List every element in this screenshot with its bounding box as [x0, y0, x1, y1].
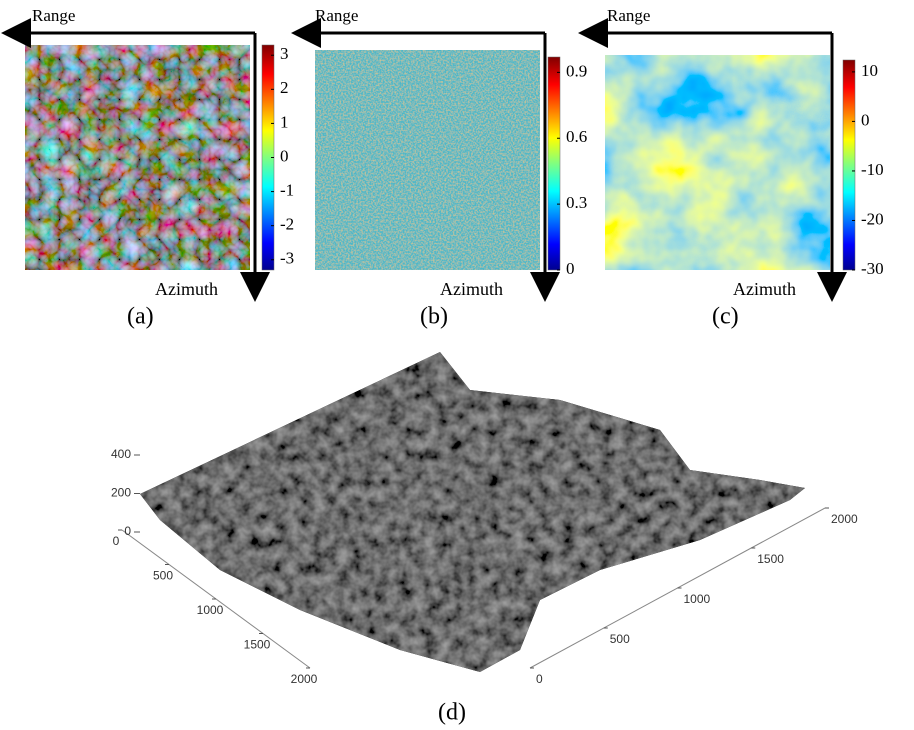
colorbar-tick-label: 3 [280, 44, 289, 63]
axis-tick-label: 500 [153, 569, 173, 583]
panel-caption: (c) [712, 304, 739, 330]
axis-tick-label: 1500 [757, 552, 784, 566]
axis-tick-label: 1500 [244, 638, 271, 652]
colorbar-tick-label: -20 [861, 209, 884, 228]
colorbar-tick-label: 0.6 [566, 127, 587, 146]
panel-caption: (b) [420, 304, 448, 330]
axis-tick-label: 1000 [684, 592, 711, 606]
range-label: Range [32, 6, 75, 25]
colorbar-tick-label: 0 [280, 146, 289, 165]
coherence-image [315, 50, 540, 270]
panel-caption: (a) [127, 304, 154, 330]
colorbar-tick-label: 0 [566, 259, 575, 278]
axis-tick-label: 200 [111, 486, 131, 500]
figure: RangeAzimuth(a)3210-1-2-3RangeAzimuth(b)… [0, 0, 914, 730]
axis-tick-label: 0 [124, 524, 131, 538]
colorbar-tick-label: 0.9 [566, 61, 587, 80]
phase-image [25, 45, 250, 270]
colorbar-tick-label: 0 [861, 110, 870, 129]
range-label: Range [315, 6, 358, 25]
azimuth-label: Azimuth [440, 279, 503, 299]
colorbar-tick-label: -1 [280, 180, 294, 199]
colorbar-tick-label: 2 [280, 78, 289, 97]
colorbar-tick-label: 0.3 [566, 193, 587, 212]
colorbar-tick-label: -2 [280, 215, 294, 234]
colorbar-tick-label: 10 [861, 61, 878, 80]
colorbar-tick-label: -3 [280, 249, 294, 268]
axis-tick-label: 0 [113, 534, 120, 548]
colorbar-tick-label: -30 [861, 259, 884, 278]
axis-tick-label: 2000 [831, 512, 858, 526]
colorbar [548, 57, 560, 270]
axis-tick-label: 500 [610, 632, 630, 646]
axis-tick-label: 0 [536, 672, 543, 686]
backscatter-image [605, 55, 830, 270]
azimuth-label: Azimuth [733, 279, 796, 299]
colorbar [843, 60, 855, 270]
colorbar-tick-label: -10 [861, 160, 884, 179]
terrain-surface [140, 352, 805, 672]
azimuth-label: Azimuth [155, 279, 218, 299]
surface-caption: (d) [438, 700, 466, 726]
colorbar-tick-label: 1 [280, 112, 289, 131]
range-label: Range [607, 6, 650, 25]
axis-tick-label: 2000 [291, 672, 318, 686]
axis-tick-label: 1000 [197, 603, 224, 617]
axis-tick-label: 400 [111, 447, 131, 461]
